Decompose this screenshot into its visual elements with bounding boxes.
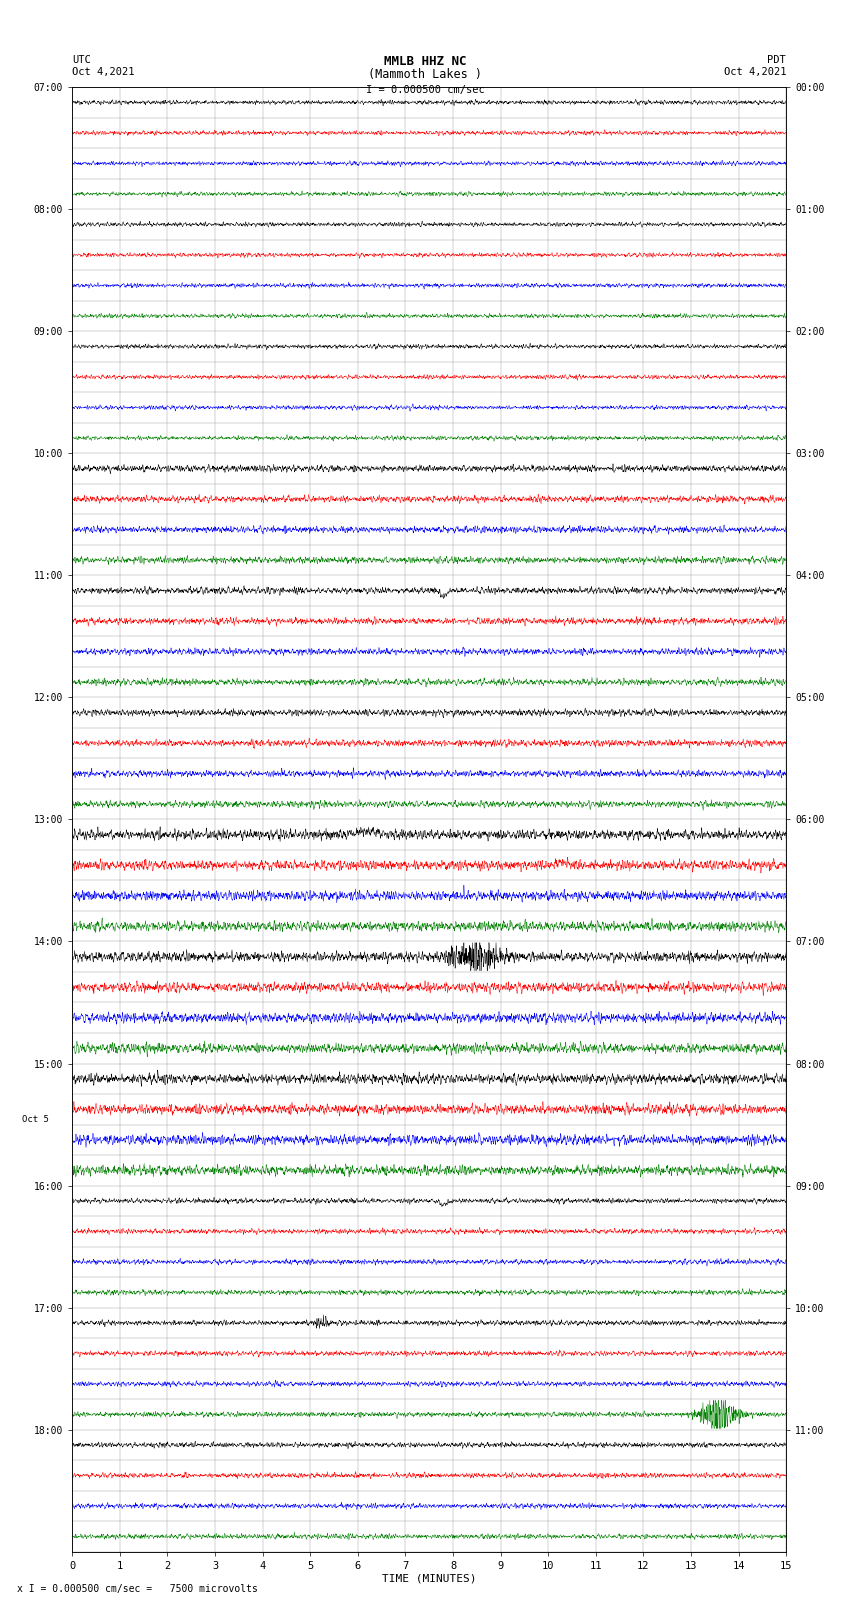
Text: UTC: UTC [72, 55, 91, 65]
Text: Oct 4,2021: Oct 4,2021 [72, 68, 135, 77]
Text: PDT: PDT [768, 55, 786, 65]
Text: Oct 5: Oct 5 [21, 1116, 48, 1124]
Text: Oct 4,2021: Oct 4,2021 [723, 68, 786, 77]
Text: I = 0.000500 cm/sec: I = 0.000500 cm/sec [366, 85, 484, 95]
Text: x I = 0.000500 cm/sec =   7500 microvolts: x I = 0.000500 cm/sec = 7500 microvolts [17, 1584, 258, 1594]
Text: MMLB HHZ NC: MMLB HHZ NC [383, 55, 467, 68]
Text: (Mammoth Lakes ): (Mammoth Lakes ) [368, 68, 482, 81]
X-axis label: TIME (MINUTES): TIME (MINUTES) [382, 1574, 477, 1584]
